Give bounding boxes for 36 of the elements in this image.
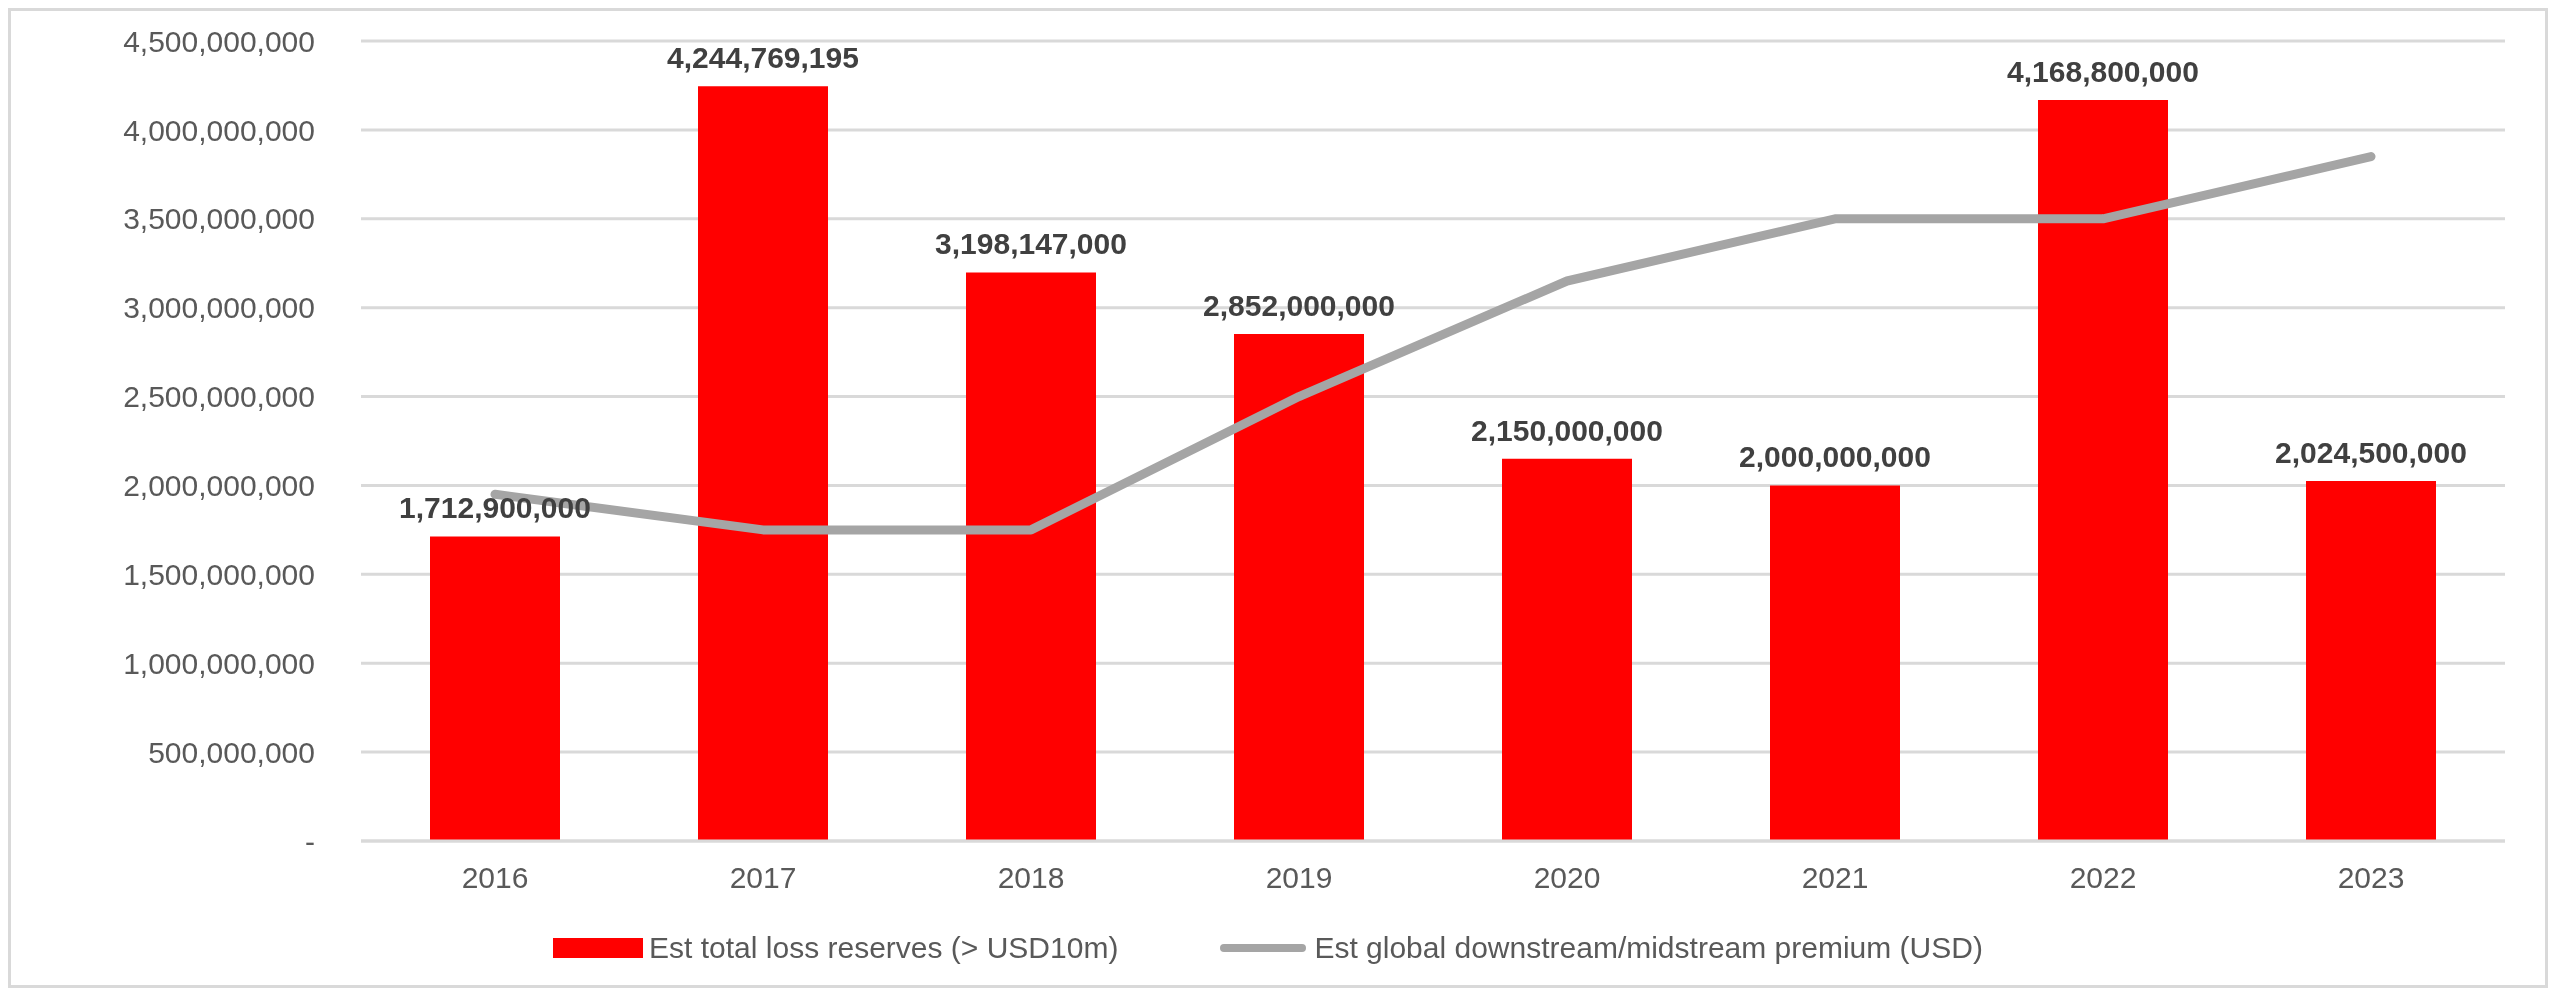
y-tick-label: 2,000,000,000 [123, 469, 315, 503]
data-label: 2,024,500,000 [2275, 436, 2467, 470]
data-label: 2,000,000,000 [1739, 440, 1931, 474]
legend-label: Est global downstream/midstream premium (USD) [1314, 931, 1983, 965]
bar [430, 536, 560, 841]
bar [698, 86, 828, 841]
y-tick-label: 4,500,000,000 [123, 24, 315, 58]
data-label: 4,168,800,000 [2007, 54, 2199, 88]
x-tick-label: 2016 [461, 861, 529, 895]
x-tick-label: 2020 [1533, 861, 1601, 895]
y-tick-label: 1,000,000,000 [123, 646, 315, 680]
data-label: 2,150,000,000 [1471, 413, 1663, 447]
x-tick-label: 2017 [729, 861, 797, 895]
y-tick-label: 500,000,000 [148, 735, 315, 769]
y-tick-label: - [305, 824, 315, 858]
bar [2306, 481, 2436, 841]
data-label: 3,198,147,000 [935, 227, 1127, 261]
y-tick-label: 2,500,000,000 [123, 380, 315, 414]
x-tick-label: 2021 [1801, 861, 1869, 895]
bar [966, 272, 1096, 841]
data-label: 4,244,769,195 [667, 41, 859, 75]
bar [1502, 458, 1632, 841]
legend-label: Est total loss reserves (> USD10m) [649, 931, 1119, 965]
data-label: 2,852,000,000 [1203, 288, 1395, 322]
y-tick-label: 3,000,000,000 [123, 291, 315, 325]
x-tick-label: 2019 [1265, 861, 1333, 895]
y-tick-label: 3,500,000,000 [123, 202, 315, 236]
y-tick-label: 1,500,000,000 [123, 557, 315, 591]
x-tick-label: 2018 [997, 861, 1065, 895]
data-label: 1,712,900,000 [399, 491, 591, 525]
y-tick-label: 4,000,000,000 [123, 113, 315, 147]
x-tick-label: 2022 [2069, 861, 2137, 895]
bar [2038, 99, 2168, 841]
bar [1770, 485, 1900, 841]
x-tick-label: 2023 [2337, 861, 2405, 895]
bar [1234, 333, 1364, 841]
